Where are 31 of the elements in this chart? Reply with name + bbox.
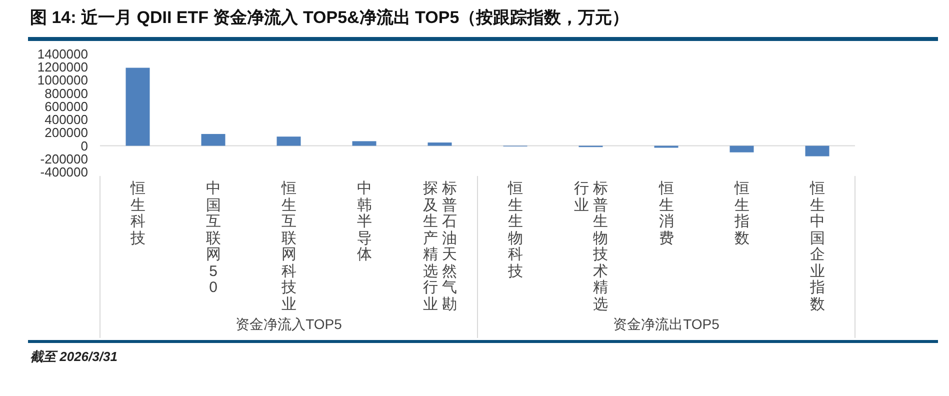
text: 截至 2026/3/31 — [30, 348, 118, 366]
y-tick-label: 0 — [80, 138, 88, 154]
category-label: 标普生物技术精选行业 — [574, 180, 608, 312]
bar — [352, 141, 376, 146]
y-tick-label: 200000 — [44, 125, 88, 140]
y-tick-label: 1000000 — [37, 72, 88, 88]
x-tick-label: 中韩半导体 — [356, 180, 372, 265]
x-tick-label: 恒生科技 — [130, 180, 146, 248]
chart-title: 图 14: 近一月 QDII ETF 资金净流入 TOP5&净流出 TOP5（按跟踪指数，万元） — [30, 7, 630, 29]
y-tick-label: -200000 — [40, 151, 88, 166]
y-tick-label: 400000 — [44, 112, 88, 128]
y-tick-label: -400000 — [40, 164, 88, 180]
bar — [805, 146, 830, 156]
y-tick-label: 600000 — [44, 98, 88, 114]
x-tick-label: 恒生中国企业指数 — [810, 180, 825, 313]
bar — [428, 142, 452, 146]
text: 资金净流出TOP5 — [613, 316, 720, 334]
x-tick-label: 恒生生物科技 — [508, 180, 523, 282]
bar — [276, 136, 301, 146]
y-tick-label: 1200000 — [37, 60, 88, 75]
bar — [730, 146, 754, 152]
x-tick-label: 恒生指数 — [734, 180, 750, 248]
x-tick-label: 中国互联网50 — [206, 180, 221, 298]
x-tick-label: 恒生消费 — [658, 180, 674, 248]
bar — [126, 68, 150, 146]
text: 资金净流入TOP5 — [236, 316, 342, 334]
category-label: 标普石油天然气勘探及生产精选行业 — [422, 180, 457, 312]
y-tick-label: 800000 — [44, 86, 88, 101]
bar — [201, 134, 226, 146]
x-tick-label: 恒生互联网科技业 — [281, 180, 296, 313]
y-tick-label: 1400000 — [37, 46, 88, 62]
